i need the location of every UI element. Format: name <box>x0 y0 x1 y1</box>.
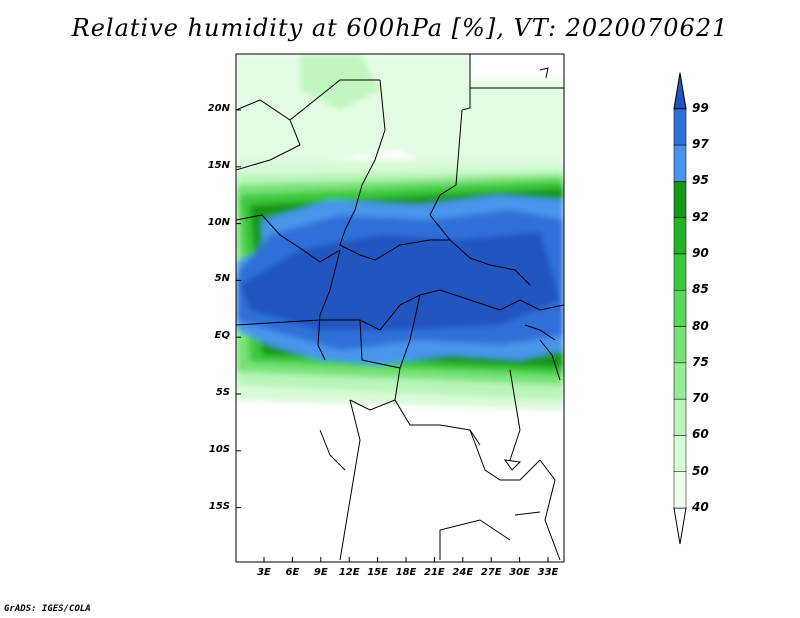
lon-label: 33E <box>537 567 559 578</box>
map-frame <box>235 53 565 563</box>
colorbar-label: 95 <box>692 173 709 188</box>
colorbar-segment <box>673 144 687 182</box>
lon-label: 6E <box>285 567 300 578</box>
lon-label: 27E <box>480 567 502 578</box>
colorbar-segment <box>673 289 687 327</box>
lon-label: 24E <box>452 567 474 578</box>
grads-credit: GrADS: IGES/COLA <box>4 604 91 614</box>
colorbar <box>673 72 687 545</box>
colorbar-high-arrow <box>673 72 687 110</box>
country-borders <box>236 54 564 561</box>
map-title: Relative humidity at 600hPa [%], VT: 202… <box>71 14 729 42</box>
lat-label: 15N <box>207 159 230 171</box>
colorbar-segment <box>673 108 687 146</box>
colorbar-segment <box>673 217 687 255</box>
lat-label: 15S <box>208 500 230 512</box>
lon-ticks <box>263 557 549 562</box>
colorbar-label: 40 <box>692 500 709 514</box>
lon-label: 18E <box>395 567 417 578</box>
colorbar-low-arrow <box>673 507 687 545</box>
colorbar-segment <box>673 253 687 291</box>
lon-label: 30E <box>509 567 530 578</box>
lon-label: 3E <box>257 567 271 578</box>
lon-label: 15E <box>367 567 388 578</box>
colorbar-label: 60 <box>692 427 709 442</box>
colorbar-segment <box>673 326 687 364</box>
lon-label: 9E <box>313 567 328 578</box>
lon-label: 21E <box>424 567 445 578</box>
lat-label: 10S <box>208 443 230 455</box>
lat-label: 5N <box>214 273 230 285</box>
lat-label: 10N <box>207 216 230 228</box>
colorbar-segment <box>673 398 687 436</box>
lat-label: 20N <box>207 103 230 114</box>
colorbar-segment <box>673 181 687 218</box>
colorbar-segment <box>673 362 687 400</box>
colorbar-label: 90 <box>692 245 709 260</box>
lat-label: EQ <box>214 330 230 342</box>
lat-label: 5S <box>215 387 230 398</box>
colorbar-label: 99 <box>692 100 709 115</box>
colorbar-label: 85 <box>692 282 709 297</box>
colorbar-label: 97 <box>692 137 709 151</box>
colorbar-segment <box>673 471 687 509</box>
colorbar-label: 75 <box>692 354 709 369</box>
lon-label: 12E <box>338 567 360 578</box>
colorbar-label: 50 <box>692 463 709 478</box>
colorbar-segment <box>673 435 687 472</box>
colorbar-label: 80 <box>692 318 709 333</box>
colorbar-label: 70 <box>692 391 709 406</box>
humidity-field <box>236 54 564 562</box>
lat-ticks <box>236 109 241 509</box>
colorbar-label: 92 <box>692 209 709 224</box>
